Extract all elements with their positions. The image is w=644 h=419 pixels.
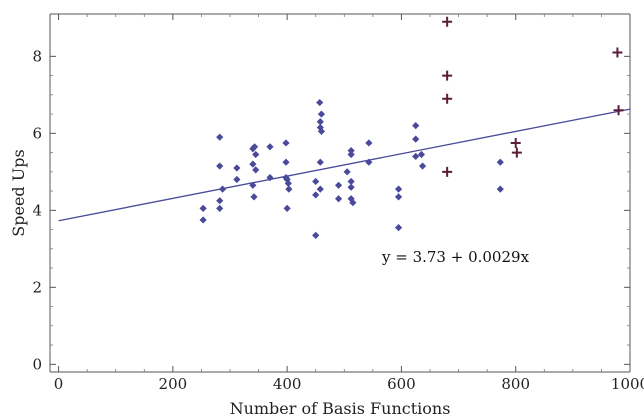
plus-point [612,47,623,58]
diamond-point [216,133,224,141]
diamond-point [347,195,355,203]
diamond-point [317,127,326,136]
diamond-point [412,152,420,161]
diamond-point [252,150,260,159]
diamond-point [218,185,227,193]
diamond-point [334,195,343,203]
diamond-point [317,110,326,118]
diamond-point [199,204,207,212]
diamond-point [347,147,355,155]
diamond-point [249,160,257,168]
plus-point [613,105,624,116]
diamond-point [266,174,274,182]
diamond-point [283,204,291,212]
diamond-point [312,177,320,186]
diamond-point [250,143,259,151]
x-tick-label: 800 [501,375,530,393]
diamond-point [316,118,324,126]
diamond-point [394,193,403,201]
plus-point [442,93,453,104]
diamond-point [347,183,355,191]
diamond-point [394,224,403,232]
diamond-point [496,185,504,193]
fit-equation: y = 3.73 + 0.0029x [381,248,530,266]
diamond-point [216,197,224,205]
diamond-point [233,164,241,172]
diamond-point [418,162,427,170]
x-tick-label: 0 [54,375,64,393]
axis-ticks [50,14,631,372]
diamond-point [412,135,420,143]
diamond-point [312,231,320,239]
diamond-point [283,175,291,184]
diamond-point [349,199,357,207]
diamond-point [412,122,420,130]
x-tick-label: 400 [273,375,302,393]
plot-frame [49,13,631,373]
diamond-point [347,150,355,159]
diamond-point [312,191,320,199]
diamond-point [249,181,257,189]
diamond-point [282,139,290,147]
diamond-point [417,150,426,159]
diamond-point [233,175,241,184]
diamond-point [250,193,258,201]
diamond-point [343,168,351,176]
plus-point [511,147,522,158]
plus-point [442,16,453,27]
data-points [199,16,624,239]
diamond-point [365,139,373,147]
plus-point [510,137,521,148]
x-tick-label: 600 [387,375,416,393]
diamond-point [216,162,224,170]
diamond-point [394,185,403,193]
diamond-point [334,181,343,189]
diamond-point [284,179,292,187]
diamond-point [199,216,207,224]
diamond-point [216,204,224,212]
fit-line [58,108,631,222]
diamond-point [252,166,260,174]
diamond-point [316,98,324,107]
y-tick-label: 6 [32,124,42,142]
y-tick-label: 8 [32,47,42,65]
y-axis-label: Speed Ups [9,149,28,236]
diamond-point [266,143,274,151]
diamond-point [316,158,324,166]
diamond-point [365,158,373,166]
diamond-point [282,158,290,166]
diamond-point [496,158,504,166]
diamond-point [285,185,293,193]
diamond-point [347,177,355,186]
plus-point [442,70,453,81]
plus-point [442,166,453,177]
y-tick-label: 4 [32,201,42,219]
y-tick-label: 2 [32,278,42,296]
y-tick-label: 0 [32,355,42,373]
x-axis-label: Number of Basis Functions [230,399,451,418]
diamond-point [316,185,324,193]
x-tick-label: 200 [159,375,188,393]
